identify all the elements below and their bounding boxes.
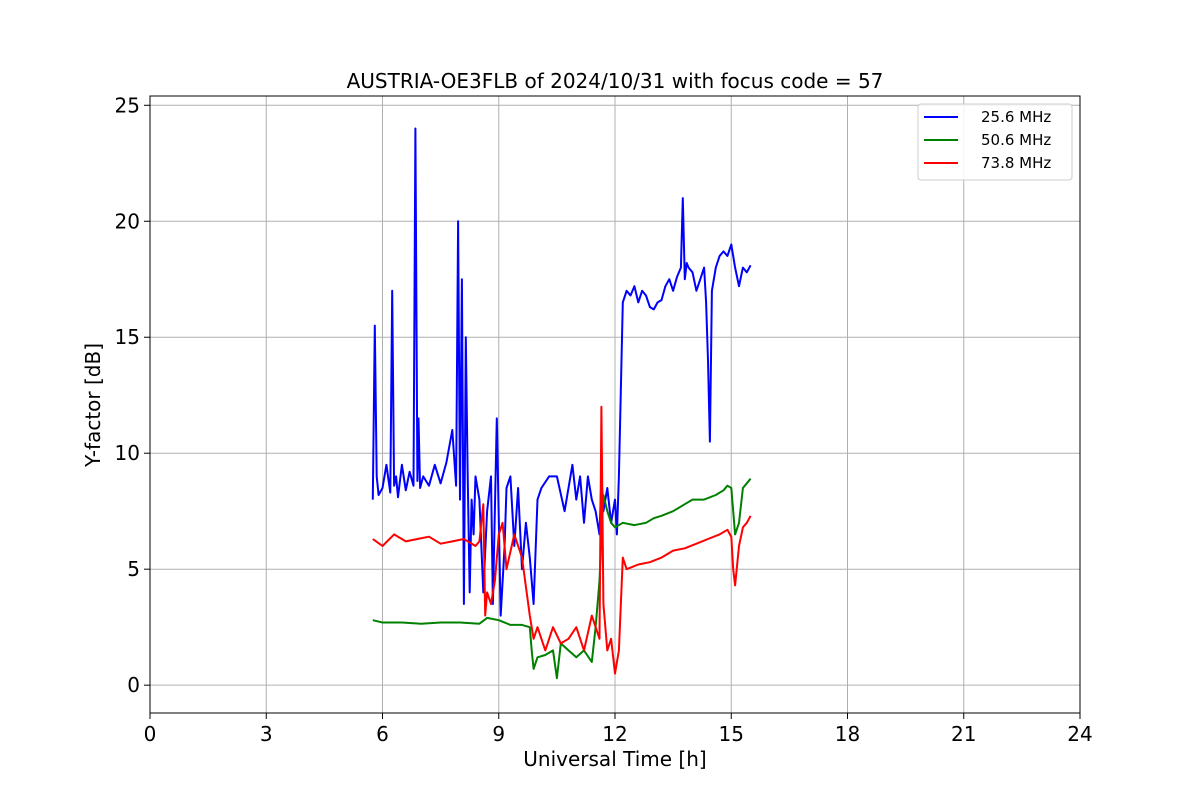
x-tick-label: 9 (492, 722, 505, 746)
x-tick-label: 21 (951, 722, 976, 746)
legend-label: 50.6 MHz (981, 131, 1051, 149)
y-tick-label: 25 (115, 93, 140, 117)
series-line-73-8-mhz (372, 405, 752, 675)
legend-label: 25.6 MHz (981, 108, 1051, 126)
x-tick-label: 12 (602, 722, 627, 746)
series-line-25-6-mhz (371, 127, 752, 617)
y-axis-label: Y-factor [dB] (81, 343, 105, 468)
x-tick-label: 0 (144, 722, 157, 746)
legend-label: 73.8 MHz (981, 154, 1051, 172)
x-tick-label: 18 (835, 722, 860, 746)
y-tick-label: 5 (127, 557, 140, 581)
grid (149, 96, 1081, 713)
x-axis-label: Universal Time [h] (523, 747, 706, 771)
x-tick-label: 3 (260, 722, 273, 746)
x-axis: 0 3 6 9 12 15 18 21 24 (144, 713, 1093, 746)
x-tick-label: 24 (1067, 722, 1092, 746)
y-tick-label: 10 (115, 441, 140, 465)
y-axis: 0 5 10 15 20 25 (115, 93, 150, 697)
chart-title: AUSTRIA-OE3FLB of 2024/10/31 with focus … (347, 69, 884, 93)
x-tick-label: 15 (719, 722, 744, 746)
series-line-50-6-mhz (372, 478, 752, 680)
series-layer (371, 127, 752, 680)
y-tick-label: 15 (115, 325, 140, 349)
y-tick-label: 20 (115, 209, 140, 233)
legend-box (917, 103, 1073, 181)
x-tick-label: 6 (376, 722, 389, 746)
legend: 25.6 MHz 50.6 MHz 73.8 MHz (917, 103, 1073, 181)
y-tick-label: 0 (127, 673, 140, 697)
